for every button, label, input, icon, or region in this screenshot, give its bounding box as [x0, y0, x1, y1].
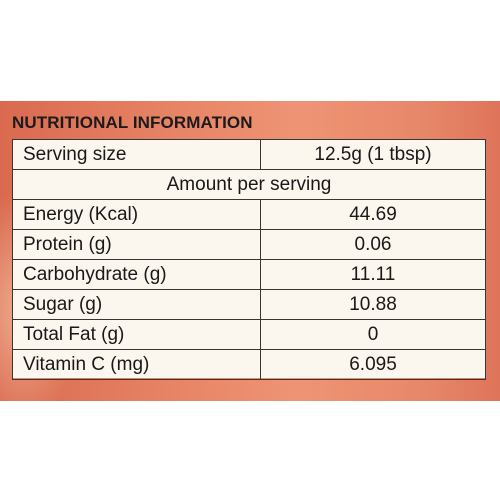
- nutrient-value: 44.69: [260, 199, 486, 230]
- table-row: Sugar (g) 10.88: [12, 289, 486, 320]
- nutrient-value: 6.095: [260, 349, 486, 380]
- nutrient-label: Total Fat (g): [12, 319, 261, 350]
- nutrient-value: 11.11: [260, 259, 486, 290]
- nutrient-label: Energy (Kcal): [12, 199, 261, 230]
- amount-header-row: Amount per serving: [12, 169, 486, 200]
- nutrition-heading: NUTRITIONAL INFORMATION: [12, 113, 253, 132]
- table-row: Protein (g) 0.06: [12, 229, 486, 260]
- table-row: Carbohydrate (g) 11.11: [12, 259, 486, 290]
- nutrition-table-container: Serving size 12.5g (1 tbsp) Amount per s…: [12, 139, 486, 380]
- table-row: Vitamin C (mg) 6.095: [12, 349, 486, 380]
- nutrient-label: Protein (g): [12, 229, 261, 260]
- serving-row: Serving size 12.5g (1 tbsp): [12, 139, 486, 170]
- nutrient-label: Sugar (g): [12, 289, 261, 320]
- nutrient-value: 0.06: [260, 229, 486, 260]
- serving-size-value: 12.5g (1 tbsp): [260, 139, 486, 170]
- nutrient-value: 0: [260, 319, 486, 350]
- serving-size-label: Serving size: [12, 139, 261, 170]
- nutrition-table: Serving size 12.5g (1 tbsp) Amount per s…: [12, 139, 486, 380]
- table-row: Energy (Kcal) 44.69: [12, 199, 486, 230]
- nutrient-label: Vitamin C (mg): [12, 349, 261, 380]
- amount-per-serving-header: Amount per serving: [12, 169, 486, 200]
- nutrient-label: Carbohydrate (g): [12, 259, 261, 290]
- nutrient-value: 10.88: [260, 289, 486, 320]
- table-row: Total Fat (g) 0: [12, 319, 486, 350]
